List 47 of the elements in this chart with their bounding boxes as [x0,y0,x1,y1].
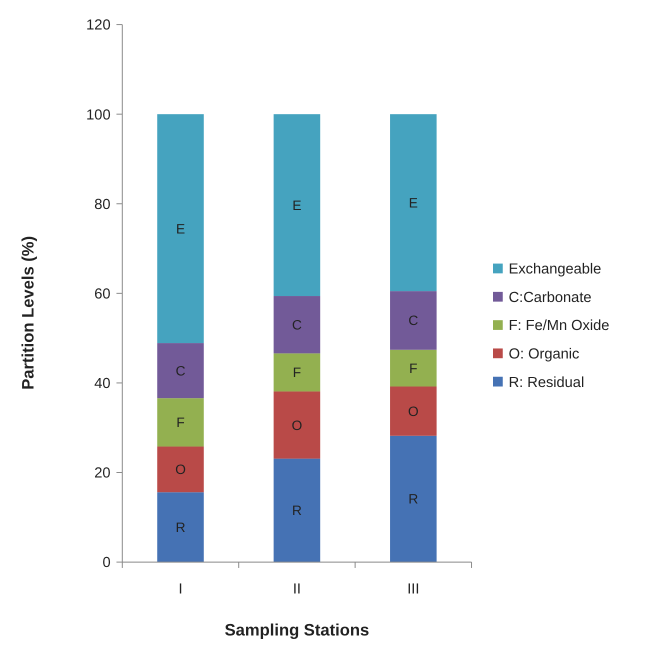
y-axis-title: Partition Levels (%) [18,236,38,390]
bar [274,391,320,459]
y-tick-label: 120 [86,18,111,34]
x-tick-label: II [292,581,301,598]
y-tick-label: 80 [94,196,111,213]
annotation: E [292,198,302,213]
bar [390,436,437,562]
annotation: F [176,415,185,430]
annotation: F [292,365,302,380]
annotation: R [292,503,302,518]
y-tick-label: 100 [86,107,111,124]
y-tick-label: 40 [94,376,111,392]
bar [390,350,437,387]
bar [157,343,204,398]
legend-label: R: Residual [508,374,584,391]
annotation: E [408,195,418,210]
bar [274,353,320,392]
bar [157,492,204,562]
legend-label: F: Fe/Mn Oxide [508,318,610,334]
y-tick-label: 0 [102,555,111,572]
annotation: O [408,404,419,419]
bar [157,114,204,344]
annotation: C [292,317,302,332]
bar [157,398,204,447]
bar [390,386,437,436]
bar [390,114,437,292]
annotation: C [408,313,418,328]
legend-label: O: Organic [508,346,580,362]
bar [390,291,437,350]
x-tick-label: I [178,581,183,598]
annotation: O [175,462,186,478]
x-axis-title: Sampling Stations [224,620,370,640]
annotation: R [176,520,186,535]
annotation: R [408,492,418,507]
bar [274,296,320,354]
annotation: C [176,363,186,378]
annotation: O [292,418,302,433]
y-tick-label: 20 [94,466,111,482]
annotation: E [176,221,186,236]
y-tick-label: 60 [94,286,111,302]
bar [274,114,320,296]
bar [157,446,204,492]
legend-label: Exchangeable [508,262,602,278]
bar [274,458,320,562]
legend-label: C:Carbonate [508,290,592,306]
x-tick-label: III [407,581,420,598]
annotation: F [409,360,418,376]
